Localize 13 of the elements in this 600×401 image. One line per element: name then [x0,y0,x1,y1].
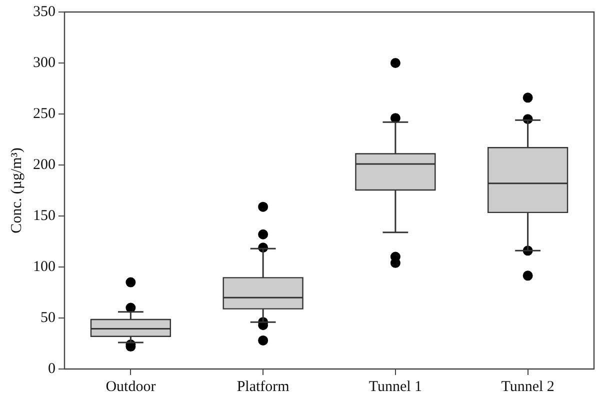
y-tick-label: 50 [40,310,56,326]
y-tick-label: 350 [33,4,56,20]
y-tick-label: 200 [33,156,56,173]
y-tick-label: 250 [33,106,56,122]
y-tick-label: 100 [33,258,56,275]
y-tick-label: 0 [48,360,56,377]
y-tick-label: 150 [33,208,56,224]
x-tick-label: Tunnel 2 [501,378,554,395]
x-tick-label: Tunnel 1 [368,378,422,395]
x-tick-label: Outdoor [106,378,156,395]
y-tick-label: 300 [33,54,56,71]
y-axis-title: Conc. (µg/m³) [8,148,25,234]
x-tick-label: Platform [236,378,290,395]
